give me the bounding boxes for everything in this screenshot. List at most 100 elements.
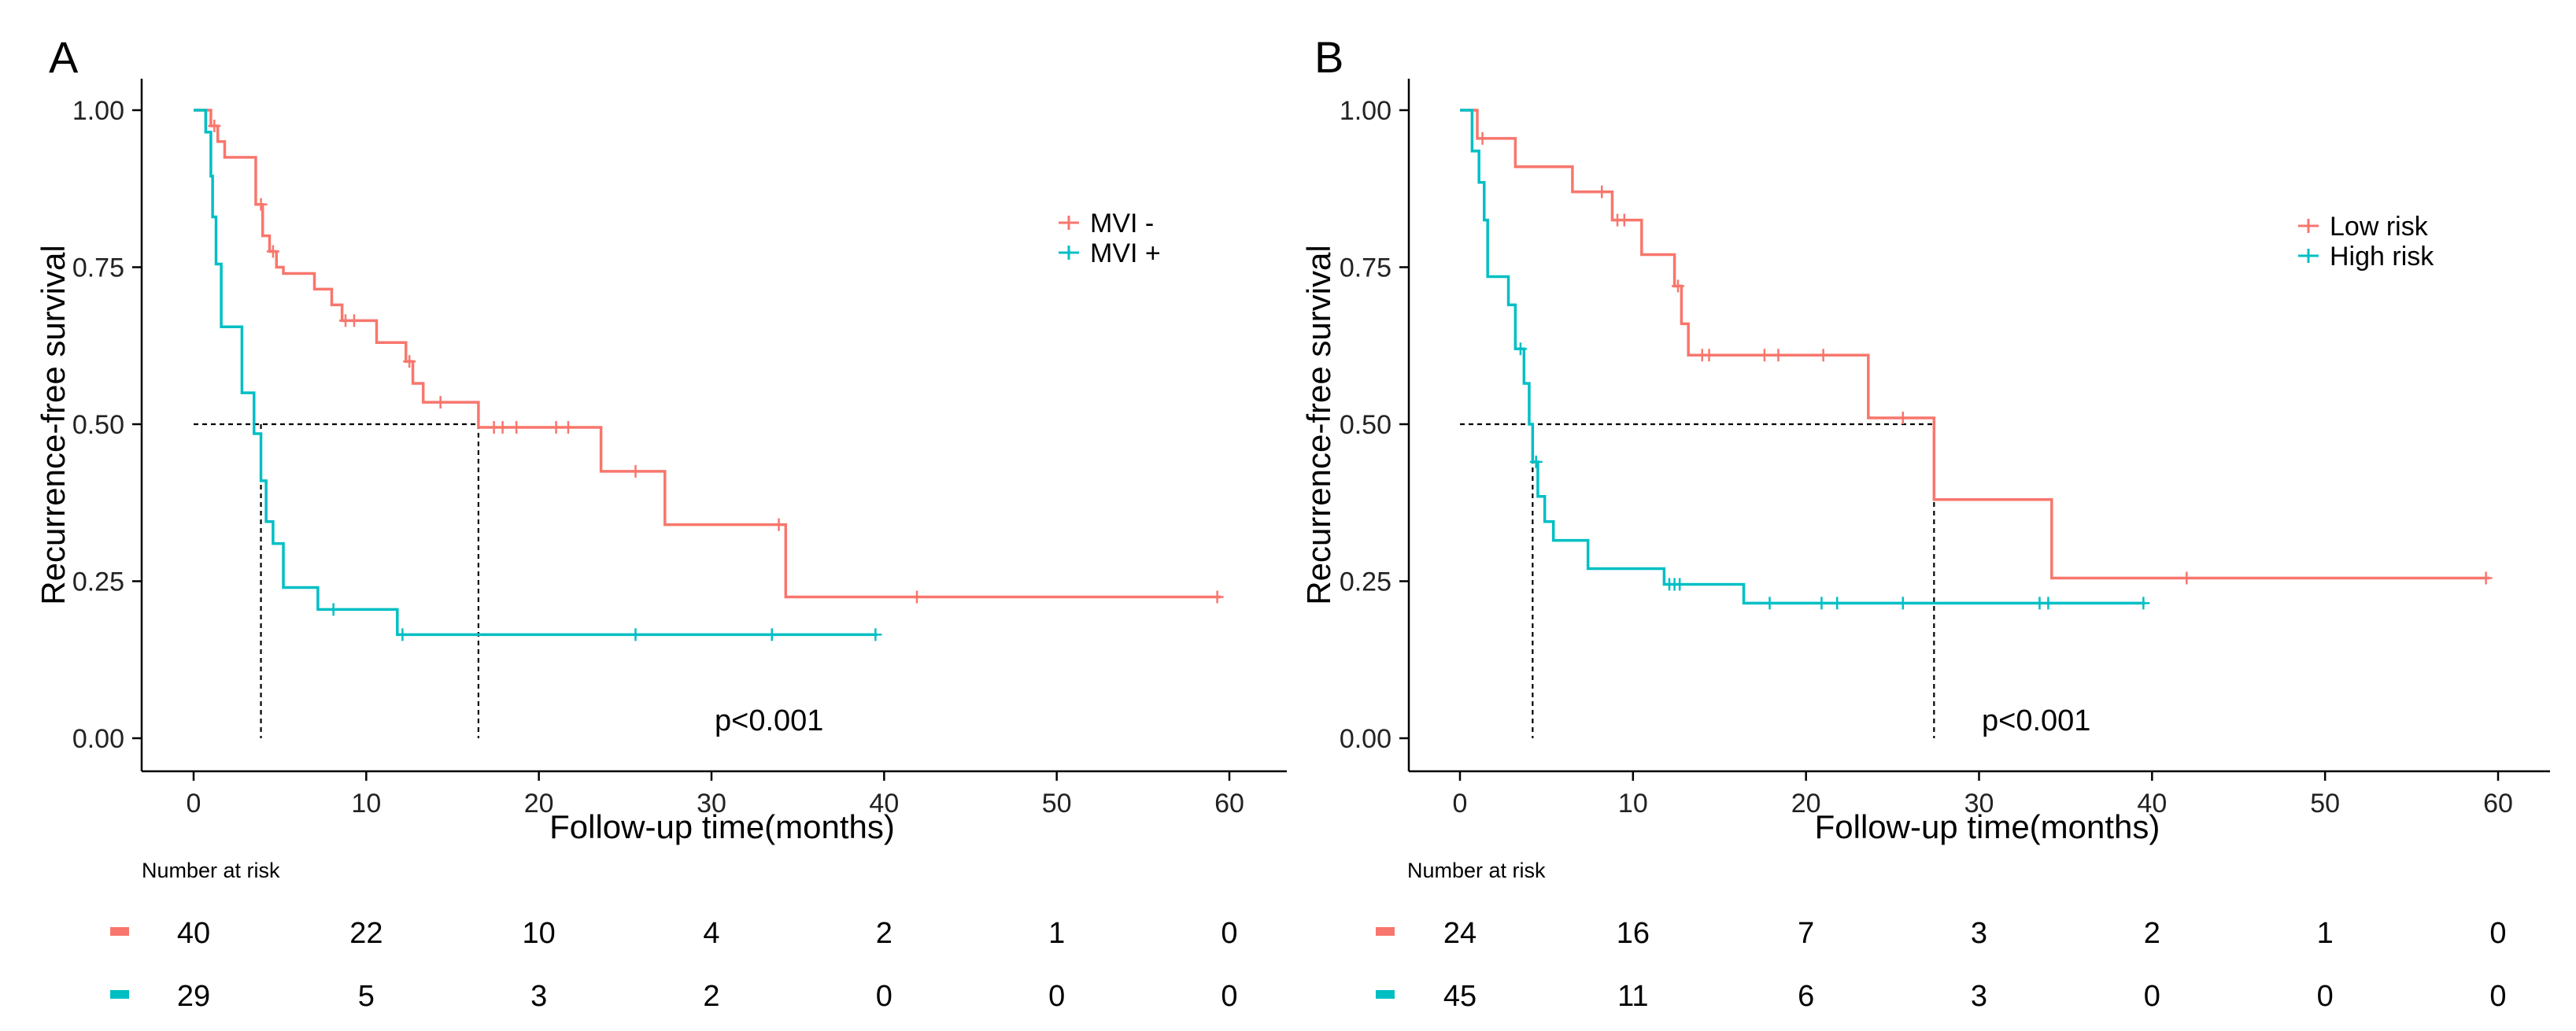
legend-key <box>2298 219 2319 233</box>
censor-mark <box>772 518 785 531</box>
censor-mark <box>1772 349 1785 362</box>
censor-mark <box>1671 279 1684 293</box>
censor-mark <box>403 355 416 368</box>
censor-mark <box>1673 578 1687 591</box>
risk-count: 24 <box>1443 917 1476 950</box>
censor-mark <box>2479 571 2493 585</box>
censor-mark <box>2137 597 2150 610</box>
legend-key <box>2298 249 2319 263</box>
x-tick-label: 50 <box>2310 789 2340 819</box>
risk-count: 2 <box>703 980 719 1013</box>
survival-curve <box>1460 109 2145 605</box>
censor-mark <box>2180 571 2193 585</box>
series-MVI - <box>194 109 1224 604</box>
survival-curve <box>194 109 878 637</box>
legend-key <box>1059 246 1079 260</box>
x-axis-title: Follow-up time(months) <box>1815 808 2160 845</box>
risk-count: 11 <box>1617 980 1648 1013</box>
risk-count: 40 <box>177 917 210 950</box>
x-tick-label: 60 <box>2483 789 2513 819</box>
risk-count: 2 <box>876 917 893 950</box>
censor-mark <box>2042 597 2055 610</box>
censor-mark <box>347 314 360 327</box>
y-axis-title: Recurrence-free survival <box>1300 245 1337 605</box>
y-tick-label: 1.00 <box>72 96 124 126</box>
censor-mark <box>549 420 563 434</box>
censor-mark <box>266 245 279 258</box>
km-panel-A: A0.000.250.500.751.000 10 20 30 40 50 60Recurr… <box>35 32 1287 1013</box>
p-value: p<0.001 <box>1982 704 2090 737</box>
risk-count: 29 <box>177 980 210 1013</box>
y-tick-label: 0.00 <box>72 724 124 754</box>
risk-table-title: Number at risk <box>1407 859 1546 882</box>
risk-count: 0 <box>876 980 893 1013</box>
y-axis-title: Recurrence-free survival <box>35 245 72 605</box>
series-High risk <box>1460 109 2150 610</box>
censor-mark <box>869 628 882 641</box>
risk-table-title: Number at risk <box>142 859 280 882</box>
series-MVI + <box>194 109 882 641</box>
censor-mark <box>911 590 924 604</box>
censor-mark <box>254 198 268 211</box>
censor-mark <box>1702 349 1716 362</box>
risk-row-key <box>110 927 129 936</box>
risk-count: 6 <box>1798 980 1814 1013</box>
legend-key <box>1059 216 1079 230</box>
risk-count: 4 <box>703 917 719 950</box>
panel-letter: B <box>1314 32 1343 82</box>
censor-mark <box>496 420 509 434</box>
risk-count: 3 <box>530 980 547 1013</box>
legend-label: MVI - <box>1090 209 1154 238</box>
risk-count: 0 <box>1048 980 1065 1013</box>
censor-mark <box>208 119 221 132</box>
x-tick-label: 10 <box>351 789 381 819</box>
censor-mark <box>1896 597 1909 610</box>
series-Low risk <box>1460 109 2493 585</box>
x-tick-label: 60 <box>1214 789 1244 819</box>
censor-mark <box>561 420 575 434</box>
censor-mark <box>1529 455 1543 468</box>
risk-count: 0 <box>2489 917 2506 950</box>
x-tick-label: 50 <box>1042 789 1072 819</box>
risk-count: 1 <box>2317 917 2334 950</box>
censor-mark <box>1763 597 1776 610</box>
risk-count: 0 <box>1221 980 1237 1013</box>
censor-mark <box>1210 590 1224 604</box>
legend-label: High risk <box>2330 242 2434 272</box>
censor-mark <box>629 628 642 641</box>
x-tick-label: 30 <box>697 789 726 819</box>
censor-mark <box>765 628 778 641</box>
censor-mark <box>396 628 409 641</box>
censor-mark <box>1817 349 1830 362</box>
x-tick-label: 0 <box>1453 789 1468 819</box>
risk-row-key <box>110 990 129 999</box>
x-tick-label: 20 <box>1791 789 1821 819</box>
x-tick-label: 40 <box>2137 789 2167 819</box>
censor-mark <box>434 396 447 409</box>
censor-mark <box>327 603 340 616</box>
risk-count: 3 <box>1971 917 1987 950</box>
km-panel-B: B0.000.250.500.751.000 10 20 30 40 50 60Recurr… <box>1300 32 2550 1013</box>
risk-count: 16 <box>1617 917 1650 950</box>
censor-mark <box>1513 342 1527 356</box>
censor-mark <box>1595 185 1609 198</box>
y-tick-label: 0.75 <box>1340 253 1391 283</box>
risk-row-key <box>1376 990 1395 999</box>
risk-count: 1 <box>1048 917 1065 950</box>
risk-count: 0 <box>2317 980 2334 1013</box>
y-tick-label: 0.75 <box>72 253 124 283</box>
risk-count: 0 <box>2144 980 2160 1013</box>
risk-count: 45 <box>1443 980 1476 1013</box>
legend-label: MVI + <box>1090 238 1161 268</box>
censor-mark <box>1757 349 1771 362</box>
x-tick-label: 40 <box>869 789 899 819</box>
risk-row-key <box>1376 927 1395 936</box>
risk-count: 22 <box>349 917 383 950</box>
legend-label: Low risk <box>2330 212 2429 242</box>
risk-count: 3 <box>1971 980 1987 1013</box>
x-axis-title: Follow-up time(months) <box>549 808 895 845</box>
censor-mark <box>1831 597 1844 610</box>
x-tick-label: 30 <box>1964 789 1994 819</box>
p-value: p<0.001 <box>715 704 823 737</box>
